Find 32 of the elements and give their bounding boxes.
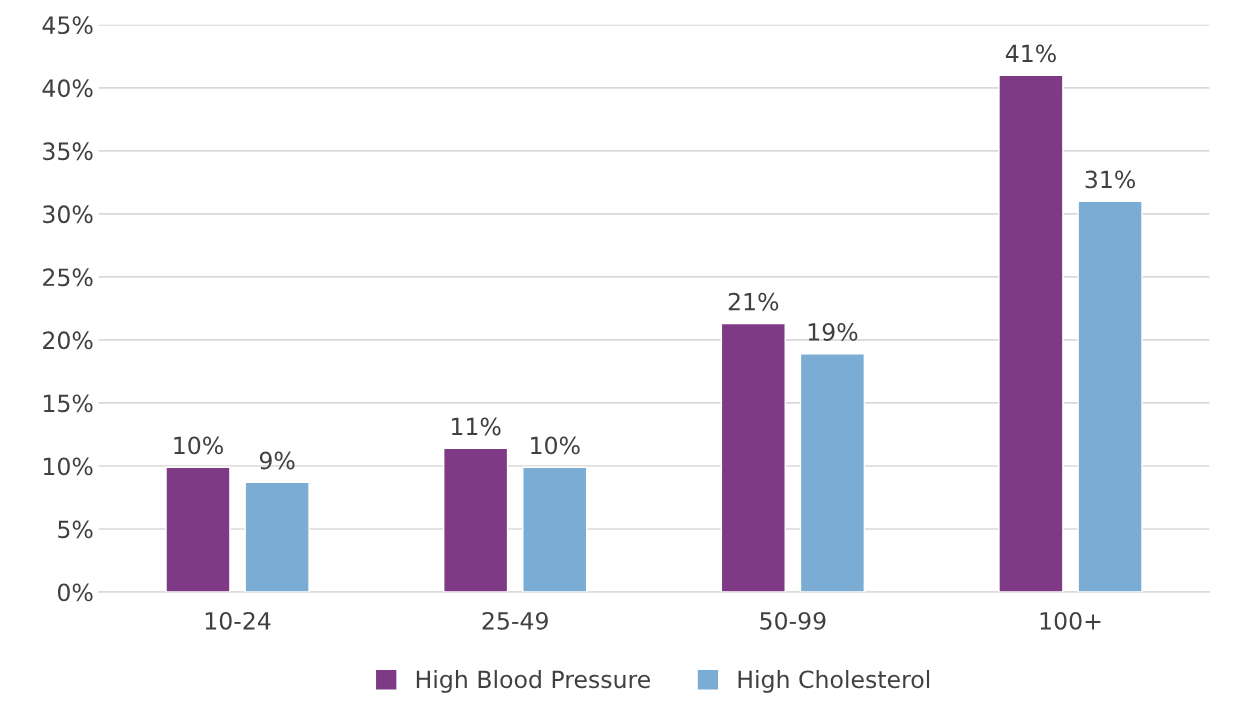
data-label: 41%: [1005, 44, 1056, 63]
y-tick-label: 40%: [42, 79, 93, 98]
y-tick-label: 0%: [57, 583, 93, 602]
y-tick-label: 25%: [43, 268, 93, 287]
legend-label: High Blood Pressure: [416, 669, 650, 693]
bar: [720, 322, 786, 593]
y-tick-label: 15%: [43, 394, 93, 413]
y-tick-label: 20%: [43, 331, 93, 350]
data-label: 21%: [728, 292, 779, 311]
bar: [443, 447, 509, 593]
bar: [244, 481, 310, 593]
data-label: 19%: [808, 323, 858, 341]
y-tick-label: 30%: [43, 205, 93, 224]
y-tick-label: 45%: [42, 16, 93, 35]
x-tick-label: 10-24: [205, 611, 271, 630]
bar: [522, 466, 588, 593]
y-tick-label: 35%: [43, 142, 93, 161]
data-label: 10%: [531, 436, 580, 455]
data-label: 9%: [259, 451, 295, 470]
bar: [799, 353, 866, 593]
y-tick-label: 5%: [58, 520, 93, 539]
x-tick-label: 100+: [1040, 611, 1101, 630]
x-tick-label: 25-49: [482, 611, 548, 630]
bar: [998, 74, 1064, 593]
y-tick-label: 10%: [43, 457, 93, 476]
bar: [1077, 200, 1143, 593]
legend-label: High Cholesterol: [738, 669, 930, 693]
data-label: 11%: [451, 417, 501, 436]
data-label: 10%: [174, 436, 223, 455]
bar: [165, 466, 231, 593]
data-label: 31%: [1085, 170, 1135, 189]
x-tick-label: 50-99: [760, 611, 826, 630]
